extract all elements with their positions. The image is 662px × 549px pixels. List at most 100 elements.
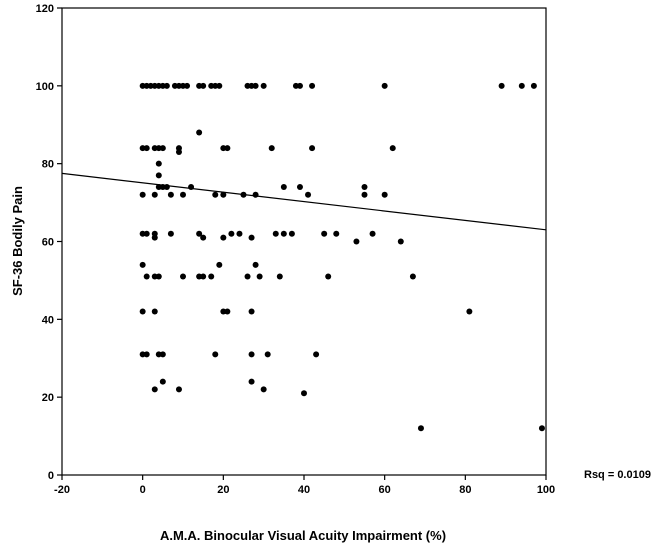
data-point <box>163 82 170 89</box>
data-point <box>139 261 146 268</box>
data-point <box>212 351 219 358</box>
data-point <box>309 82 316 89</box>
data-point <box>220 191 227 198</box>
data-point <box>143 145 150 152</box>
y-tick-label: 0 <box>48 470 54 482</box>
data-point <box>248 378 255 385</box>
data-point <box>381 191 388 198</box>
data-point <box>200 273 207 280</box>
x-tick-label: 0 <box>140 484 146 496</box>
data-point <box>369 230 376 237</box>
data-point <box>180 191 186 198</box>
y-tick-label: 60 <box>42 237 54 249</box>
data-point <box>159 378 166 385</box>
data-point <box>167 230 174 237</box>
y-tick-label: 120 <box>36 3 54 15</box>
data-point <box>333 230 340 237</box>
data-point <box>272 230 279 237</box>
data-point <box>155 172 162 179</box>
data-point <box>216 82 223 89</box>
x-tick-label: 80 <box>459 484 471 496</box>
data-point <box>139 191 146 198</box>
data-point <box>224 308 231 315</box>
data-point <box>353 238 360 245</box>
data-point <box>151 308 158 315</box>
data-point <box>264 351 271 358</box>
data-point <box>139 308 146 315</box>
data-point <box>151 386 158 393</box>
y-tick-label: 20 <box>42 392 54 404</box>
regression-line <box>61 172 547 231</box>
data-point <box>252 191 259 198</box>
data-point <box>196 129 203 136</box>
data-point <box>301 390 307 397</box>
data-point <box>180 273 186 280</box>
data-point <box>175 386 182 393</box>
data-point <box>155 273 162 280</box>
data-point <box>220 234 227 241</box>
data-point <box>530 82 537 89</box>
x-axis-ticks: -20 0 20 40 60 80 100 <box>54 475 555 496</box>
data-point <box>296 82 303 89</box>
data-point <box>417 425 424 432</box>
data-point <box>498 82 505 89</box>
data-point <box>256 273 263 280</box>
data-point <box>288 230 295 237</box>
data-point <box>305 191 312 198</box>
y-axis-ticks: 0 20 40 60 80 100 120 <box>36 3 62 482</box>
data-point <box>248 234 255 241</box>
plot-frame <box>61 7 547 476</box>
x-tick-label: 60 <box>379 484 391 496</box>
data-point <box>268 145 275 152</box>
data-point <box>538 425 545 432</box>
data-point <box>216 261 223 268</box>
x-tick-label: 100 <box>537 484 555 496</box>
data-point <box>313 351 320 358</box>
x-axis-title: A.M.A. Binocular Visual Acuity Impairmen… <box>160 528 446 543</box>
data-point <box>397 238 404 245</box>
data-point <box>381 82 388 89</box>
data-point <box>248 308 255 315</box>
data-point <box>325 273 332 280</box>
data-point <box>143 273 150 280</box>
data-point <box>252 261 259 268</box>
data-point <box>228 230 235 237</box>
y-tick-label: 100 <box>36 81 54 93</box>
data-point <box>224 145 231 152</box>
data-point <box>151 234 158 241</box>
y-axis-title: SF-36 Bodily Pain <box>10 186 25 296</box>
x-tick-label: -20 <box>54 484 70 496</box>
data-point <box>143 230 150 237</box>
data-point <box>155 160 162 167</box>
data-point <box>151 191 158 198</box>
x-tick-label: 20 <box>217 484 229 496</box>
x-tick-label: 40 <box>298 484 310 496</box>
data-point <box>196 230 203 237</box>
data-point <box>244 273 251 280</box>
data-point <box>518 82 525 89</box>
data-point <box>309 145 316 152</box>
data-point <box>466 308 473 315</box>
data-point <box>200 234 207 241</box>
data-point <box>361 184 368 191</box>
data-points <box>139 82 545 432</box>
data-point <box>296 184 303 191</box>
data-point <box>184 82 191 89</box>
data-point <box>260 82 267 89</box>
data-point <box>167 191 174 198</box>
data-point <box>361 191 368 198</box>
data-point <box>248 351 255 358</box>
y-tick-label: 80 <box>42 159 54 171</box>
rsq-annotation: Rsq = 0.0109 <box>584 469 651 481</box>
data-point <box>252 82 259 89</box>
data-point <box>175 148 182 155</box>
data-point <box>280 230 287 237</box>
data-point <box>143 351 150 358</box>
data-point <box>389 145 396 152</box>
data-point <box>159 351 166 358</box>
data-point <box>208 273 215 280</box>
y-tick-label: 40 <box>42 314 54 326</box>
data-point <box>159 145 166 152</box>
data-point <box>276 273 283 280</box>
